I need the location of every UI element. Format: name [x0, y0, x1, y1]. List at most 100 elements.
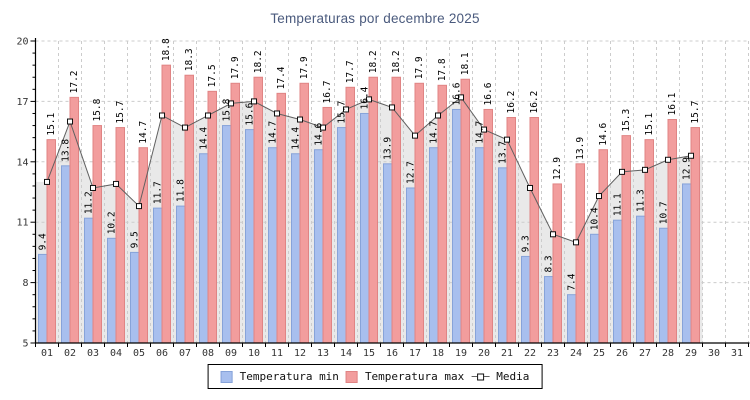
min-value-label: 14.7 [474, 121, 485, 144]
x-tick-label: 20 [478, 348, 490, 359]
min-value-label: 8.3 [543, 255, 554, 272]
min-value-label: 11.3 [635, 189, 646, 212]
x-tick-label: 14 [340, 348, 352, 359]
media-marker [366, 96, 372, 103]
min-value-label: 9.5 [129, 231, 140, 248]
max-value-label: 18.8 [161, 38, 172, 61]
x-tick-label: 25 [593, 348, 605, 359]
media-marker [113, 180, 119, 187]
min-value-label: 11.2 [83, 191, 94, 214]
media-marker [67, 118, 73, 125]
min-value-label: 12.7 [405, 161, 416, 184]
min-bar [475, 147, 485, 344]
max-bar [368, 76, 378, 344]
media-marker [642, 166, 648, 173]
x-tick-label: 06 [156, 348, 168, 359]
x-tick-label: 23 [547, 348, 559, 359]
min-bar [176, 205, 186, 344]
min-value-label: 12.9 [681, 157, 692, 180]
min-value-label: 15.8 [221, 98, 232, 121]
min-value-label: 16.6 [451, 82, 462, 105]
chart-title: Temperaturas por decembre 2025 [270, 11, 480, 26]
x-tick-label: 17 [409, 348, 421, 359]
max-value-label: 18.2 [253, 50, 264, 73]
y-tick-label: 17 [16, 97, 28, 108]
min-bar [107, 237, 117, 344]
max-value-label: 16.2 [529, 91, 540, 114]
min-value-label: 10.2 [106, 211, 117, 234]
min-bar [268, 147, 278, 344]
x-tick-label: 22 [524, 348, 536, 359]
media-marker [573, 239, 579, 246]
max-bar [598, 149, 608, 344]
chart-legend: Temperatura min Temperatura max Media [207, 364, 543, 389]
legend-media-marker-icon [471, 373, 490, 380]
x-tick-label: 02 [64, 348, 76, 359]
min-value-label: 16.4 [359, 86, 370, 109]
media-marker [619, 168, 625, 175]
x-tick-label: 01 [41, 348, 53, 359]
max-value-label: 16.1 [667, 92, 678, 115]
media-marker [435, 112, 441, 119]
media-marker [251, 98, 257, 105]
x-tick-label: 28 [662, 348, 674, 359]
media-marker [389, 104, 395, 111]
x-tick-label: 10 [248, 348, 260, 359]
media-marker [550, 231, 556, 238]
min-value-label: 10.4 [589, 207, 600, 230]
min-bar [682, 183, 692, 344]
media-marker [136, 203, 142, 210]
min-value-label: 14.6 [313, 123, 324, 146]
min-bar [521, 255, 531, 344]
max-value-label: 17.7 [345, 60, 356, 83]
min-value-label: 15.6 [244, 102, 255, 125]
x-tick-label: 04 [110, 348, 122, 359]
media-marker [182, 124, 188, 131]
max-value-label: 17.9 [414, 56, 425, 79]
y-tick-label: 14 [16, 157, 28, 168]
min-bar [84, 217, 94, 344]
x-tick-label: 18 [432, 348, 444, 359]
min-bar [360, 112, 370, 344]
max-value-label: 18.2 [391, 50, 402, 73]
x-tick-label: 24 [570, 348, 582, 359]
max-value-label: 12.9 [552, 157, 563, 180]
x-tick-label: 15 [363, 348, 375, 359]
min-value-label: 11.7 [152, 181, 163, 204]
media-marker [665, 156, 671, 163]
x-tick-label: 12 [294, 348, 306, 359]
x-tick-label: 03 [87, 348, 99, 359]
max-bar [184, 74, 194, 344]
max-bar [391, 76, 401, 344]
media-marker [297, 116, 303, 123]
media-marker [159, 112, 165, 119]
y-tick-label: 20 [16, 37, 28, 48]
min-value-label: 10.7 [658, 201, 669, 224]
max-value-label: 17.9 [230, 56, 241, 79]
y-tick-label: 11 [16, 218, 28, 229]
media-marker [527, 184, 533, 191]
min-bar [61, 165, 71, 344]
media-marker [688, 152, 694, 159]
x-tick-label: 29 [685, 348, 697, 359]
max-value-label: 18.1 [460, 52, 471, 75]
legend-min-swatch [220, 370, 233, 383]
min-bar [222, 125, 232, 344]
min-bar [659, 227, 669, 344]
x-tick-label: 16 [386, 348, 398, 359]
max-value-label: 15.1 [644, 112, 655, 135]
max-bar [414, 82, 424, 344]
media-marker [458, 94, 464, 101]
min-bar [613, 219, 623, 344]
min-bar [406, 187, 416, 344]
min-bar [498, 167, 508, 344]
x-tick-label: 19 [455, 348, 467, 359]
media-marker [205, 112, 211, 119]
x-tick-label: 08 [202, 348, 214, 359]
min-value-label: 14.7 [428, 121, 439, 144]
min-bar [245, 129, 255, 344]
x-tick-label: 09 [225, 348, 237, 359]
max-value-label: 16.7 [322, 81, 333, 104]
x-tick-label: 07 [179, 348, 191, 359]
x-tick-label: 27 [639, 348, 651, 359]
